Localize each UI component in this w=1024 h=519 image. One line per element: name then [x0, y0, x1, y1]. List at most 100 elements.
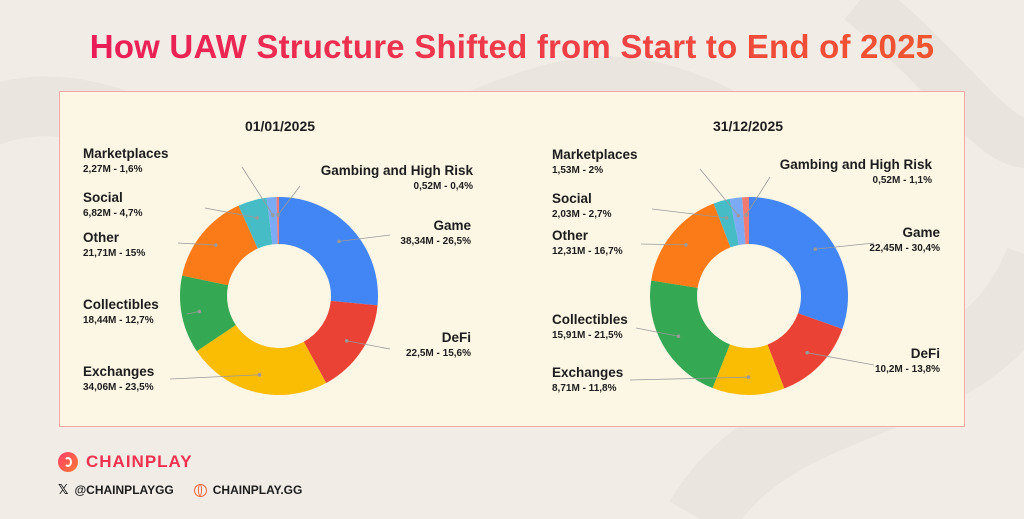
- leader-line-gambing-and-high-risk-end: [745, 176, 771, 216]
- legend-game-start: Game 38,34M - 26,5%: [400, 218, 471, 248]
- leader-line-game-end: [815, 242, 875, 250]
- chart-panel: 01/01/2025 Marketplaces 2,27M - 1,6% Soc…: [59, 91, 965, 427]
- legend-value: 1,53M - 2%: [552, 165, 604, 177]
- x-icon: 𝕏: [58, 482, 69, 497]
- legend-exchanges-start: Exchanges 34,06M - 23,5%: [83, 364, 154, 394]
- legend-label: Other: [83, 230, 120, 245]
- leader-dot-exchanges-start: [257, 373, 262, 377]
- leader-dot-other-start: [214, 243, 218, 247]
- slice-other-end: [651, 203, 731, 288]
- legend-value: 8,71M - 11,8%: [552, 383, 617, 395]
- legend-value: 2,03M - 2,7%: [552, 209, 612, 221]
- leader-dot-gambing-and-high-risk-start: [276, 213, 280, 217]
- legend-value: 22,45M - 30,4%: [869, 243, 940, 255]
- x-handle-link[interactable]: @CHAINPLAYGG: [74, 483, 174, 497]
- legend-collectibles-end: Collectibles 15,91M - 21,5%: [552, 312, 628, 342]
- legend-collectibles-start: Collectibles 18,44M - 12,7%: [83, 297, 159, 327]
- slice-social-end: [713, 198, 739, 248]
- legend-label: Social: [83, 190, 123, 205]
- legend-defi-start: DeFi 22,5M - 15,6%: [406, 330, 471, 360]
- legend-marketplaces-start: Marketplaces 2,27M - 1,6%: [83, 146, 169, 176]
- legend-value: 0,52M - 1,1%: [872, 175, 932, 187]
- leader-line-collectibles-end: [635, 327, 679, 337]
- legend-label: Collectibles: [552, 312, 628, 327]
- legend-label: Marketplaces: [552, 147, 638, 162]
- donut-charts-svg: [169, 166, 875, 396]
- legend-value: 12,31M - 16,7%: [552, 246, 623, 258]
- leader-line-social-start: [204, 207, 258, 219]
- legend-value: 38,34M - 26,5%: [400, 236, 471, 248]
- legend-label: DeFi: [910, 346, 940, 361]
- leader-dot-game-start: [337, 239, 341, 244]
- leader-line-defi-end: [807, 352, 875, 366]
- leader-dot-exchanges-end: [746, 375, 751, 379]
- legend-label: Exchanges: [83, 364, 155, 379]
- brand-name: CHAINPLAY: [86, 452, 193, 471]
- leader-line-exchanges-end: [629, 376, 749, 381]
- legend-value: 6,82M - 4,7%: [83, 208, 143, 220]
- slice-social-start: [238, 197, 273, 249]
- legend-other-end: Other 12,31M - 16,7%: [552, 228, 623, 258]
- legend-label: Marketplaces: [83, 146, 169, 161]
- leader-line-other-end: [640, 243, 686, 246]
- legend-label: Social: [552, 191, 592, 206]
- slice-gambing-and-high-risk-end: [742, 197, 749, 245]
- legend-label: Game: [433, 218, 471, 233]
- social-links: 𝕏 @CHAINPLAYGG CHAINPLAY.GG: [58, 482, 302, 498]
- legend-label: DeFi: [441, 330, 471, 345]
- legend-value: 15,91M - 21,5%: [552, 330, 623, 342]
- legend-gambling-end: Gambing and High Risk 0,52M - 1,1%: [780, 157, 932, 187]
- leader-dot-gambing-and-high-risk-end: [744, 213, 748, 217]
- chart-date-start: 01/01/2025: [244, 118, 316, 134]
- legend-value: 34,06M - 23,5%: [83, 382, 154, 394]
- legend-value: 18,44M - 12,7%: [83, 315, 154, 327]
- legend-marketplaces-end: Marketplaces 1,53M - 2%: [552, 147, 638, 177]
- leader-line-defi-start: [346, 340, 391, 350]
- leader-line-social-end: [651, 208, 727, 219]
- slice-exchanges-end: [712, 344, 785, 396]
- leader-line-collectibles-start: [186, 311, 200, 315]
- page-title: How UAW Structure Shifted from Start to …: [0, 28, 1024, 66]
- legend-gambling-start: Gambing and High Risk 0,52M - 0,4%: [321, 163, 473, 193]
- leader-line-gambing-and-high-risk-start: [277, 185, 301, 216]
- leader-dot-game-end: [813, 247, 818, 251]
- legend-label: Game: [902, 225, 940, 240]
- slice-exchanges-start: [196, 324, 327, 395]
- leader-dot-social-end: [724, 216, 729, 220]
- leader-dot-marketplaces-end: [736, 213, 741, 218]
- brand-block[interactable]: CHAINPLAY: [58, 452, 193, 472]
- leader-line-other-start: [177, 242, 216, 246]
- slice-game-start: [279, 197, 378, 306]
- slice-collectibles-end: [650, 280, 730, 389]
- legend-label: Gambing and High Risk: [320, 163, 473, 178]
- legend-label: Collectibles: [83, 297, 159, 312]
- leader-dot-collectibles-end: [676, 334, 681, 339]
- slice-collectibles-start: [180, 275, 236, 352]
- leader-dot-other-end: [684, 243, 688, 247]
- chart-date-end: 31/12/2025: [712, 118, 784, 134]
- legend-game-end: Game 22,45M - 30,4%: [869, 225, 940, 255]
- legend-value: 10,2M - 13,8%: [874, 364, 940, 376]
- globe-icon: [193, 483, 207, 497]
- slice-marketplaces-end: [729, 197, 746, 245]
- legend-other-start: Other 21,71M - 15%: [83, 230, 145, 260]
- slice-game-end: [749, 197, 849, 329]
- leader-dot-defi-start: [344, 338, 349, 343]
- legend-social-end: Social 2,03M - 2,7%: [552, 191, 611, 221]
- legend-value: 0,52M - 0,4%: [413, 181, 473, 193]
- legend-social-start: Social 6,82M - 4,7%: [83, 190, 142, 220]
- chainplay-logo-icon: [58, 452, 78, 472]
- leader-line-marketplaces-end: [699, 168, 739, 216]
- legend-value: 2,27M - 1,6%: [83, 164, 143, 176]
- website-link[interactable]: CHAINPLAY.GG: [212, 483, 303, 497]
- leader-line-game-start: [338, 234, 391, 242]
- leader-dot-defi-end: [805, 350, 809, 355]
- leader-dot-social-start: [255, 216, 259, 220]
- legend-label: Other: [552, 228, 589, 243]
- slice-defi-start: [303, 300, 378, 384]
- legend-exchanges-end: Exchanges 8,71M - 11,8%: [552, 365, 623, 395]
- legend-defi-end: DeFi 10,2M - 13,8%: [875, 346, 940, 376]
- legend-label: Exchanges: [552, 365, 624, 380]
- legend-value: 22,5M - 15,6%: [405, 348, 471, 360]
- slice-gambing-and-high-risk-start: [276, 197, 279, 245]
